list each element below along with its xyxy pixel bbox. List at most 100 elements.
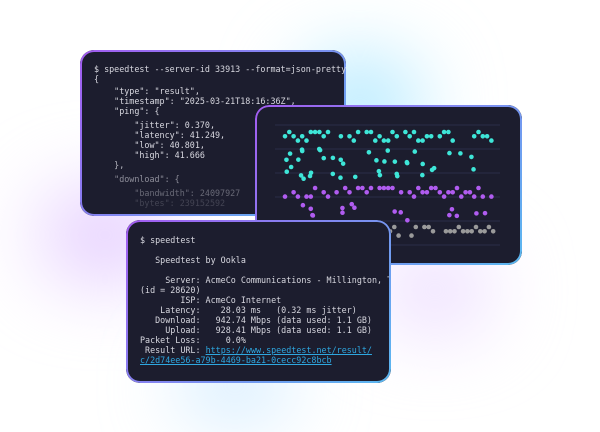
data-point [308,194,314,199]
data-point [381,138,387,143]
data-point [284,157,289,163]
data-point [349,201,355,207]
data-point [473,224,479,230]
data-point [392,224,397,230]
data-point [428,185,434,191]
json-line: "latency": 41.249, [94,130,226,140]
data-point [424,190,430,195]
data-point [288,164,294,170]
data-point [330,171,336,177]
data-point [376,168,382,174]
data-point [368,185,374,191]
data-point [392,159,398,164]
download-line: Download: 942.74 Mbps (data used: 1.1 GB… [140,315,372,325]
data-point [338,134,344,139]
data-point [304,138,309,143]
data-point [454,185,460,191]
data-point [385,138,391,143]
data-point [426,224,431,230]
data-point [347,190,352,195]
data-point [489,194,494,199]
data-point [449,206,455,212]
data-point [385,148,391,153]
data-point [317,129,322,135]
data-point [301,176,306,182]
data-point [304,194,309,199]
data-point [340,161,346,166]
data-point [321,134,326,139]
data-point [437,190,443,195]
data-point [411,194,417,199]
data-point [307,173,313,179]
data-point [471,134,477,139]
data-point [407,134,412,139]
data-point [398,190,404,195]
data-point [310,212,315,218]
data-point [355,185,361,191]
data-point [295,138,301,143]
data-point [416,138,421,143]
data-point [352,174,358,180]
data-point [291,134,296,139]
data-point [334,190,339,195]
data-point [377,134,382,139]
json-line: { [94,74,100,84]
json-line: "bytes": 239152592 [94,198,226,208]
data-point [441,194,447,199]
json-line: "ping": { [94,106,160,116]
result-url-link-cont[interactable]: c/2d74ee56-a79b-4469-ba21-0cecc92c8bcb [140,355,332,365]
data-point [404,160,410,166]
data-point [409,233,414,238]
data-point [347,134,352,139]
data-point [325,129,331,135]
result-url-label: Result URL: [140,345,206,355]
data-point [298,173,304,178]
json-line: "jitter": 0.370, [94,120,216,130]
speedtest-title: Speedtest by Ookla [140,255,246,265]
data-point [490,229,496,234]
data-point [381,185,387,191]
json-line: "type": "result", [94,86,200,96]
data-point [486,224,492,230]
data-point [478,229,483,234]
data-point [405,217,410,223]
data-point [330,155,336,161]
data-point [482,210,488,216]
isp-line: ISP: AcmeCo Internet [140,295,282,305]
data-point [450,190,455,195]
data-point [467,190,473,195]
data-point [476,185,481,191]
data-point [340,205,345,211]
data-point [373,138,378,143]
data-point [390,185,395,191]
data-point [366,149,372,155]
data-point [446,129,451,135]
json-line: "bandwidth": 24097927 [94,188,241,198]
data-point [420,190,425,195]
data-point [469,229,474,234]
data-point [403,129,408,135]
data-point [422,224,427,230]
data-point [407,190,412,195]
data-point [312,185,318,191]
data-point [413,224,419,230]
data-point [450,138,455,143]
data-point [287,151,293,156]
data-point [377,185,382,191]
data-point [447,212,452,218]
json-line: "timestamp": "2025-03-21T18:16:36Z", [94,96,296,106]
data-point [398,210,404,215]
data-point [437,134,443,139]
packet-loss-line: Packet Loss: 0.0% [140,335,246,345]
result-url-link[interactable]: https://www.speedtest.net/result/ [205,345,372,355]
data-point [296,157,301,162]
data-point [480,194,486,199]
data-point [482,229,487,234]
data-point [308,206,314,212]
data-point [424,134,430,139]
data-point [299,134,305,139]
json-line: $ speedtest --server-id 33913 --format=j… [94,64,346,74]
data-point [428,134,434,139]
data-point [351,138,357,143]
data-point [441,129,447,135]
